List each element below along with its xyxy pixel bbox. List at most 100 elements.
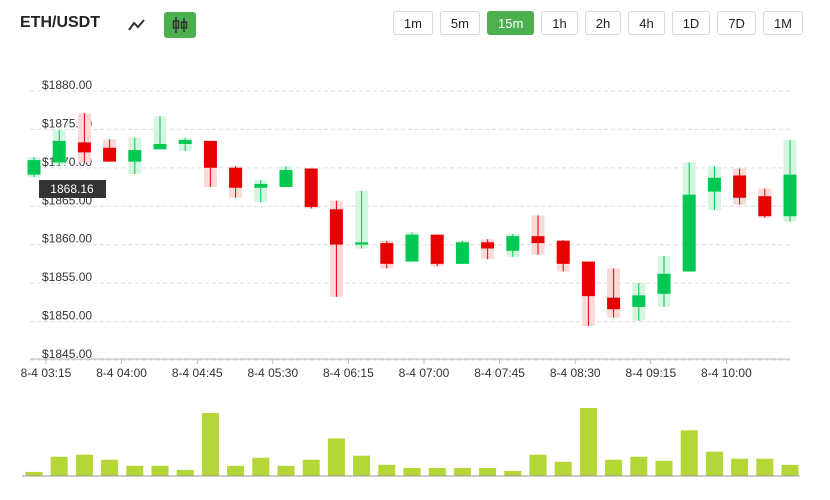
y-tick-label: $1860.00	[42, 232, 92, 246]
candle[interactable]	[430, 234, 444, 267]
candle[interactable]	[607, 268, 621, 318]
candle-body	[531, 236, 545, 244]
candle[interactable]	[279, 166, 293, 187]
candle-body	[52, 140, 66, 163]
candle-body	[27, 160, 41, 175]
interval-selector: 1m 5m 15m 1h 2h 4h 1D 7D 1M	[386, 11, 803, 35]
line-chart-button[interactable]	[124, 12, 150, 38]
candle[interactable]	[556, 240, 570, 272]
x-tick-label: 8-4 04:00	[96, 366, 147, 380]
interval-button-2h[interactable]: 2h	[584, 11, 622, 35]
candle-body	[329, 209, 343, 245]
interval-button-4h[interactable]: 4h	[628, 11, 665, 35]
candle-body	[682, 194, 696, 272]
interval-button-1m[interactable]: 1m	[392, 11, 433, 35]
candle[interactable]	[329, 200, 343, 297]
candle[interactable]	[632, 283, 646, 321]
volume-bar	[453, 467, 471, 476]
candle[interactable]	[481, 239, 495, 260]
candle[interactable]	[455, 240, 469, 264]
candle[interactable]	[27, 157, 41, 177]
candle-body	[758, 196, 772, 217]
candle-body	[128, 150, 142, 162]
volume-bar	[403, 467, 421, 476]
candle-body	[632, 295, 646, 307]
candle-body	[783, 174, 797, 217]
volume-bar	[176, 469, 194, 476]
volume-bar	[201, 413, 219, 476]
volume-bar	[479, 467, 497, 476]
candle-body	[254, 183, 268, 188]
x-tick-label: 8-4 07:45	[474, 366, 525, 380]
volume-bar	[378, 464, 396, 476]
candle[interactable]	[77, 113, 91, 163]
volume-bar	[504, 470, 522, 476]
volume-bar	[655, 460, 673, 476]
candle-body	[556, 240, 570, 264]
volume-bar	[252, 457, 270, 476]
volume-bar	[554, 461, 572, 476]
candle[interactable]	[506, 233, 520, 257]
interval-button-1D[interactable]: 1D	[671, 11, 711, 35]
candle[interactable]	[531, 215, 545, 255]
candle[interactable]	[657, 256, 671, 307]
candle[interactable]	[707, 166, 721, 211]
candle[interactable]	[733, 168, 747, 205]
candle[interactable]	[178, 137, 192, 151]
volume-bar	[25, 471, 43, 476]
interval-button-1h[interactable]: 1h	[541, 11, 578, 35]
volume-bar	[327, 438, 345, 476]
interval-button-5m[interactable]: 5m	[439, 11, 480, 35]
candle-body	[405, 234, 419, 262]
candle[interactable]	[128, 137, 142, 174]
x-tick-label: 8-4 09:15	[625, 366, 676, 380]
candle-body	[229, 167, 243, 188]
x-tick-label: 8-4 03:15	[21, 366, 72, 380]
volume-bar	[579, 408, 597, 476]
candle[interactable]	[153, 116, 167, 150]
candle-body	[657, 273, 671, 294]
candle[interactable]	[682, 162, 696, 272]
candle-body	[607, 297, 621, 310]
volume-bar	[277, 465, 295, 476]
current-price-tag	[39, 179, 106, 198]
candle[interactable]	[405, 232, 419, 262]
candle-body	[304, 168, 318, 207]
volume-bar	[705, 451, 723, 476]
candle[interactable]	[203, 140, 217, 187]
candle[interactable]	[380, 240, 394, 269]
volume-bar	[151, 465, 169, 476]
candle-body	[707, 177, 721, 192]
candle-body	[380, 243, 394, 264]
candle-body	[355, 242, 369, 245]
current-price-label: 1868.16	[50, 182, 94, 196]
candle-body	[203, 140, 217, 168]
candle[interactable]	[229, 166, 243, 198]
volume-bar	[428, 467, 446, 476]
candle[interactable]	[103, 139, 117, 162]
candle-body	[733, 175, 747, 198]
x-tick-label: 8-4 04:45	[172, 366, 223, 380]
candle[interactable]	[758, 188, 772, 218]
volume-bar	[756, 458, 774, 476]
candle[interactable]	[304, 168, 318, 209]
candlestick-button[interactable]	[164, 12, 196, 38]
interval-button-15m[interactable]: 15m	[486, 11, 535, 35]
candle-body	[581, 261, 595, 297]
candle[interactable]	[355, 190, 369, 249]
volume-bar	[731, 458, 749, 476]
candle-body	[455, 242, 469, 264]
volume-bar	[126, 465, 144, 476]
candle[interactable]	[581, 261, 595, 327]
candle[interactable]	[254, 180, 268, 203]
interval-button-7D[interactable]: 7D	[717, 11, 756, 35]
volume-bar	[781, 464, 799, 476]
candle-body	[430, 234, 444, 264]
candle[interactable]	[52, 130, 66, 166]
candle[interactable]	[783, 140, 797, 222]
volume-bar	[75, 454, 93, 476]
candle-body	[481, 242, 495, 249]
pair-title: ETH/USDT	[20, 14, 100, 31]
interval-button-1M[interactable]: 1M	[762, 11, 803, 35]
